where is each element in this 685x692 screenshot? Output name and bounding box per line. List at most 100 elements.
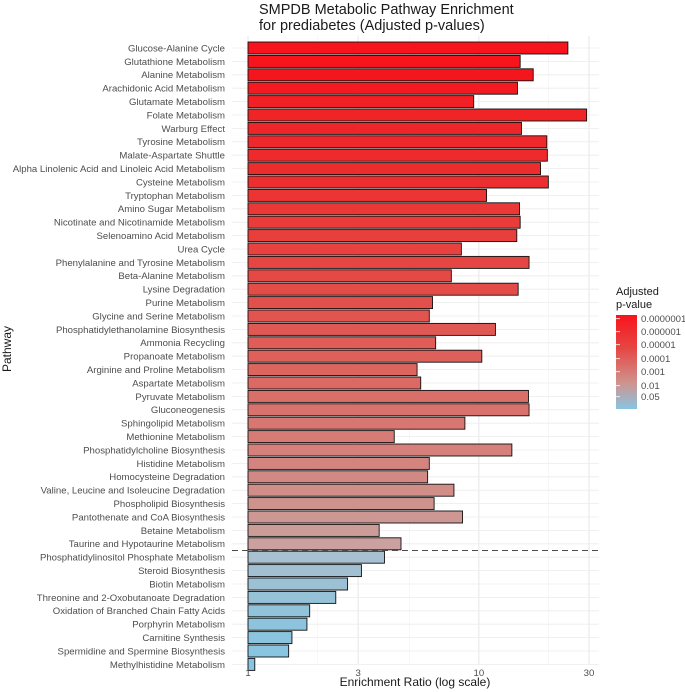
x-tick-label: 10 [474, 668, 485, 679]
bar-beta-alanine-metabolism [247, 269, 452, 283]
category-label: Cysteine Metabolism [136, 177, 225, 188]
bar-amino-sugar-metabolism [247, 202, 520, 216]
category-label: Warburg Effect [162, 124, 226, 135]
legend-label: 0.0000001 [641, 314, 685, 325]
category-label: Arginine and Proline Metabolism [87, 365, 225, 376]
bar-malate-aspartate-shuttle [247, 148, 548, 162]
bar-tryptophan-metabolism [247, 188, 488, 202]
legend-label: 0.000001 [641, 327, 681, 338]
category-label: Phosphatidylinositol Phosphate Metabolis… [40, 553, 225, 564]
bar-porphyrin-metabolism [247, 617, 308, 631]
bar-glutathione-metabolism [247, 54, 521, 68]
bar-betaine-metabolism [247, 523, 380, 537]
bar-warburg-effect [247, 121, 522, 135]
category-label: Spermidine and Spermine Biosynthesis [58, 646, 226, 657]
category-label: Alpha Linolenic Acid and Linoleic Acid M… [13, 164, 225, 175]
category-label: Methylhistidine Metabolism [110, 660, 225, 671]
category-label: Phenylalanine and Tyrosine Metabolism [56, 258, 225, 269]
bar-methylhistidine-metabolism [247, 657, 256, 671]
category-label: Phospholipid Biosynthesis [114, 499, 226, 510]
legend-label: 0.00001 [641, 340, 676, 351]
category-label: Glucose-Alanine Cycle [128, 43, 225, 54]
category-label: Oxidation of Branched Chain Fatty Acids [53, 606, 225, 617]
bar-arachidonic-acid-metabolism [247, 81, 518, 95]
category-label: Glycine and Serine Metabolism [92, 311, 225, 322]
category-label: Gluconeogenesis [151, 405, 225, 416]
bar-oxidation-of-branched-chain-fatty-acids [247, 604, 311, 618]
category-label: Tyrosine Metabolism [137, 137, 225, 148]
bar-folate-metabolism [247, 108, 588, 122]
y-axis-title: Pathway [0, 326, 14, 372]
bar-steroid-biosynthesis [247, 564, 362, 578]
category-label: Tryptophan Metabolism [125, 191, 225, 202]
category-label: Amino Sugar Metabolism [118, 204, 225, 215]
category-label: Urea Cycle [178, 244, 225, 255]
bar-pantothenate-and-coa-biosynthesis [247, 510, 464, 524]
bar-lysine-degradation [247, 282, 519, 296]
category-label: Ammonia Recycling [140, 338, 225, 349]
bar-valine-leucine-and-isoleucine-degradation [247, 483, 455, 497]
x-axis-ticks: 1 3 10 30 [245, 668, 594, 679]
category-label: Homocysteine Degradation [109, 472, 225, 483]
bar-threonine-and-2-oxobutanoate-degradation [247, 590, 337, 604]
legend-label: 0.01 [641, 381, 660, 392]
category-label: Malate-Aspartate Shuttle [119, 151, 225, 162]
bar-sphingolipid-metabolism [247, 416, 466, 430]
bar-phosphatidylinositol-phosphate-metabolism [247, 550, 385, 564]
category-labels: Glucose-Alanine Cycle Glutathione Metabol… [13, 43, 226, 670]
category-label: Pantothenate and CoA Biosynthesis [72, 512, 225, 523]
category-label: Phosphatidylcholine Biosynthesis [83, 445, 225, 456]
bar-methionine-metabolism [247, 430, 395, 444]
category-label: Sphingolipid Metabolism [121, 419, 225, 430]
category-label: Alanine Metabolism [141, 70, 225, 81]
bar-ammonia-recycling [247, 336, 437, 350]
legend: Adjusted p-value 0.00000010.0000010.0000… [616, 286, 685, 409]
legend-colorbar [616, 315, 637, 409]
category-label: Porphyrin Metabolism [132, 620, 225, 631]
category-label: Selenoamino Acid Metabolism [96, 231, 225, 242]
chart-title-line-2: for prediabetes (Adjusted p-values) [259, 18, 485, 34]
chart-title-line-1: SMPDB Metabolic Pathway Enrichment [259, 2, 514, 18]
bar-nicotinate-and-nicotinamide-metabolism [247, 215, 521, 229]
bar-phosphatidylethanolamine-biosynthesis [247, 322, 496, 336]
bar-alanine-metabolism [247, 68, 534, 82]
bar-phenylalanine-and-tyrosine-metabolism [247, 255, 530, 269]
category-label: Taurine and Hypotaurine Metabolism [69, 539, 225, 550]
category-label: Beta-Alanine Metabolism [118, 271, 225, 282]
category-label: Glutamate Metabolism [129, 97, 225, 108]
bar-carnitine-synthesis [247, 631, 293, 645]
bar-glutamate-metabolism [247, 95, 475, 109]
category-label: Methionine Metabolism [126, 432, 225, 443]
category-label: Aspartate Metabolism [132, 378, 225, 389]
x-tick-label: 3 [355, 668, 360, 679]
category-label: Purine Metabolism [146, 298, 225, 309]
category-label: Betaine Metabolism [141, 526, 225, 537]
category-label: Nicotinate and Nicotinamide Metabolism [54, 218, 225, 229]
bar-spermidine-and-spermine-biosynthesis [247, 644, 290, 658]
bar-glucose-alanine-cycle [247, 41, 569, 55]
bar-aspartate-metabolism [247, 376, 422, 390]
legend-label: 0.05 [641, 392, 660, 403]
x-tick-label: 1 [245, 668, 250, 679]
x-axis-title: Enrichment Ratio (log scale) [340, 675, 491, 689]
bar-pyruvate-metabolism [247, 389, 529, 403]
bar-phosphatidylcholine-biosynthesis [247, 443, 513, 457]
category-label: Threonine and 2-Oxobutanoate Degradation [37, 593, 225, 604]
bar-arginine-and-proline-metabolism [247, 363, 418, 377]
category-label: Propanoate Metabolism [124, 352, 225, 363]
bar-taurine-and-hypotaurine-metabolism [247, 537, 402, 551]
bars [247, 41, 588, 671]
category-label: Glutathione Metabolism [124, 57, 225, 68]
category-label: Pyruvate Metabolism [135, 392, 225, 403]
bar-cysteine-metabolism [247, 175, 549, 189]
bar-homocysteine-degradation [247, 470, 429, 484]
bar-purine-metabolism [247, 296, 433, 310]
bar-propanoate-metabolism [247, 349, 483, 363]
bar-gluconeogenesis [247, 403, 530, 417]
bar-glycine-and-serine-metabolism [247, 309, 430, 323]
legend-label: 0.0001 [641, 354, 670, 365]
legend-label: 0.001 [641, 367, 665, 378]
bar-tyrosine-metabolism [247, 135, 548, 149]
category-label: Biotin Metabolism [149, 579, 225, 590]
